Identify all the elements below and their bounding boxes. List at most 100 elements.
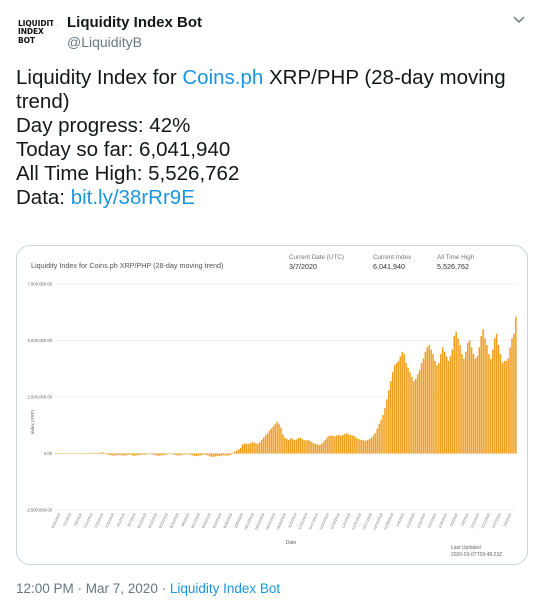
chart-bar — [178, 453, 180, 456]
info-label: All Time High — [437, 254, 475, 261]
chart-bar — [147, 453, 149, 455]
info-label: Current Date (UTC) — [289, 254, 344, 261]
chart-bar — [368, 438, 371, 454]
chart-bar — [401, 351, 404, 454]
source-link[interactable]: Liquidity Index Bot — [169, 581, 281, 596]
chart-bar — [203, 453, 205, 455]
chart-bar — [474, 358, 477, 454]
chart-bar — [312, 443, 315, 454]
chart-bar — [328, 435, 330, 454]
chart-bar — [299, 437, 302, 454]
chart-bar — [351, 435, 353, 454]
chart-bar — [87, 453, 90, 454]
y-axis-label: Index (XRP) — [30, 409, 35, 434]
tweet-text-line: Day progress: 42% — [16, 114, 191, 137]
x-tick-label: 2/21/2020 — [481, 513, 491, 529]
info-value: 6,041,940 — [373, 262, 405, 271]
chart-bar — [409, 372, 411, 454]
chart-bar — [459, 345, 461, 454]
chart-bar — [122, 453, 124, 456]
chart-bar — [162, 453, 165, 456]
x-tick-label: 12/23/2019 — [372, 513, 383, 531]
avatar[interactable]: LIQUIDITY INDEX BOT — [14, 12, 58, 56]
chart-bar — [155, 453, 157, 456]
chart-bar — [388, 390, 390, 454]
chart-bar — [118, 453, 121, 455]
chart-bar — [270, 428, 273, 454]
chart-bar — [257, 443, 259, 454]
chart-bar — [345, 433, 348, 454]
chart-bar — [376, 428, 379, 454]
chart-bar — [343, 434, 346, 454]
y-tick-label: 7,500,000.00 — [28, 282, 53, 287]
chart-bar — [276, 421, 278, 454]
chart-bar — [224, 453, 226, 456]
chart-bar — [272, 426, 275, 454]
chart-bar — [266, 433, 269, 454]
chart-bar — [491, 349, 494, 454]
chart-bar — [293, 439, 296, 454]
x-axis-label: Date — [286, 540, 297, 546]
chart-bar — [366, 439, 369, 454]
chart-bar — [241, 444, 244, 454]
chart-bar — [251, 442, 253, 454]
x-tick-label: 8/7/2019 — [127, 513, 137, 527]
chart-bar — [407, 367, 409, 454]
chart-bar — [91, 452, 94, 454]
chart-bar — [455, 331, 457, 454]
chart-bar — [143, 453, 146, 455]
chart-bar — [101, 452, 103, 454]
chart-bar — [330, 435, 332, 454]
avatar-logo: LIQUIDITY INDEX BOT — [18, 19, 58, 45]
chart-bar — [432, 354, 434, 454]
chart-bar — [172, 453, 174, 455]
data-link[interactable]: bit.ly/38rRr9E — [70, 186, 195, 209]
chart-bar — [205, 453, 207, 455]
y-tick-label: -2,500,000.00 — [26, 508, 53, 513]
user-handle[interactable]: @LiquidityB — [67, 34, 142, 50]
chart-bar — [262, 437, 265, 454]
chart-bar — [482, 329, 484, 454]
chart-bar — [295, 439, 298, 454]
chevron-down-icon[interactable] — [510, 12, 528, 30]
chart-bar — [193, 453, 196, 456]
x-tick-label: 7/26/2019 — [105, 513, 115, 529]
chart-bar — [428, 345, 430, 454]
chart-bar — [509, 347, 511, 454]
chart-bar — [303, 439, 305, 454]
chart-bar — [245, 443, 248, 454]
info-value: 5,526,762 — [437, 262, 469, 271]
chart-bar — [207, 453, 209, 456]
x-tick-label: 1/28/2020 — [438, 513, 448, 529]
chart-bar — [135, 453, 138, 456]
chart-bar — [355, 437, 357, 454]
chart-bar — [116, 453, 119, 456]
chart-bar — [309, 440, 311, 454]
chart-bar — [189, 453, 192, 455]
chart-bar — [305, 440, 307, 454]
chart-image[interactable]: Liquidity Index for Coins.ph XRP/PHP (28… — [16, 245, 528, 565]
chart-bar — [468, 340, 471, 454]
chart-bar — [326, 437, 328, 454]
chart-bar — [158, 453, 161, 456]
chart-bar — [359, 439, 361, 454]
timestamp[interactable]: 12:00 PM · Mar 7, 2020 — [16, 581, 158, 596]
x-tick-label: 11/5/2019 — [287, 513, 297, 529]
x-tick-label: 12/17/2019 — [362, 513, 373, 531]
chart-bar — [515, 316, 517, 454]
chart-bar — [393, 365, 396, 454]
chart-bar — [497, 345, 500, 454]
display-name[interactable]: Liquidity Index Bot — [67, 14, 202, 31]
chart-bar — [187, 453, 190, 455]
x-tick-label: 12/5/2019 — [341, 513, 351, 529]
chart-bar — [151, 453, 153, 455]
chart-bar — [228, 453, 230, 456]
x-tick-label: 2/27/2020 — [491, 513, 501, 529]
tweet-text: Liquidity Index for Coins.ph XRP/PHP (28… — [16, 66, 531, 210]
chart-bar — [108, 453, 111, 455]
chart-bar — [253, 442, 255, 454]
coins-ph-link[interactable]: Coins.ph — [182, 66, 264, 89]
chart-bar — [445, 356, 448, 454]
chart-bar — [106, 453, 109, 455]
